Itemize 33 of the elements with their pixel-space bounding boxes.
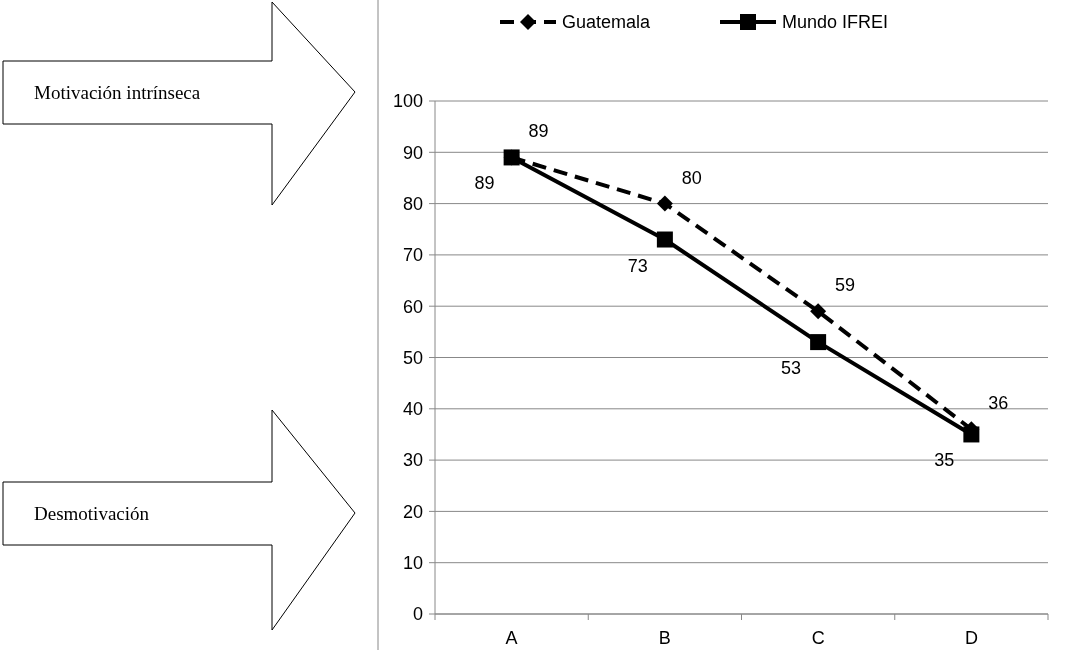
point xyxy=(656,231,673,248)
data-label: 53 xyxy=(781,358,802,379)
point xyxy=(503,149,520,166)
data-label: 89 xyxy=(474,173,495,194)
point xyxy=(963,426,980,443)
y-tick-label: 60 xyxy=(402,296,423,317)
point xyxy=(810,303,827,320)
x-tick-label: B xyxy=(658,628,671,648)
legend-label: Mundo IFREI xyxy=(782,12,889,33)
y-tick-label: 20 xyxy=(402,501,423,522)
y-tick-label: 10 xyxy=(402,553,423,573)
x-tick-label: C xyxy=(811,628,825,648)
legend-label: Guatemala xyxy=(562,12,652,33)
y-tick-label: 90 xyxy=(402,142,423,163)
x-tick-label: A xyxy=(505,628,518,648)
text: Motivación intrínseca xyxy=(34,82,201,104)
point xyxy=(810,334,827,351)
point xyxy=(656,195,673,212)
data-label: 73 xyxy=(627,255,648,276)
y-tick-label: 70 xyxy=(402,245,423,266)
data-label: 89 xyxy=(528,121,549,142)
data-label: 35 xyxy=(934,450,955,471)
data-label: 36 xyxy=(988,393,1009,414)
y-tick-label: 50 xyxy=(402,347,423,368)
y-tick-label: 0 xyxy=(412,604,423,625)
data-label: 59 xyxy=(835,275,856,296)
data-label: 80 xyxy=(681,167,702,188)
y-tick-label: 80 xyxy=(402,193,423,214)
x-tick-label: D xyxy=(964,628,978,648)
y-tick-label: 30 xyxy=(402,450,423,471)
y-tick-label: 40 xyxy=(402,399,423,420)
text: Desmotivación xyxy=(34,503,150,525)
y-tick-label: 100 xyxy=(392,91,423,112)
